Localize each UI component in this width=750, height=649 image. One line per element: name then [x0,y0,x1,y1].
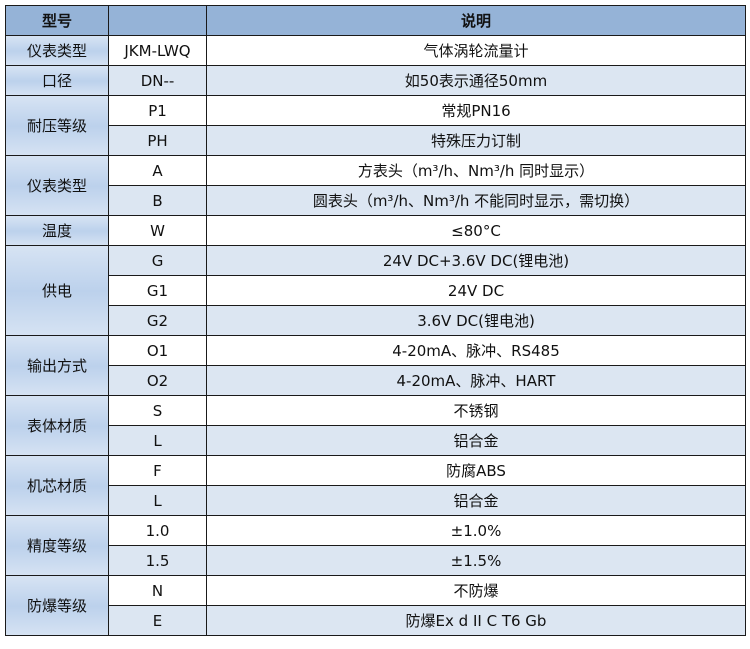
code-cell: PH [108,125,207,156]
table-row: O2 4-20mA、脉冲、HART [6,365,746,396]
table-row: 温度 W ≤80°C [5,215,746,246]
group-label: 防爆等级 [5,575,109,636]
code-cell: W [108,215,207,246]
table-row: 耐压等级 P1 常规PN16 [5,95,746,156]
table-row: 口径 DN-- 如50表示通径50mm [5,65,746,96]
table-row: 仪表类型 A 方表头（m³/h、Nm³/h 同时显示） [5,155,746,216]
description-cell: 4-20mA、脉冲、HART [206,365,746,396]
group-label: 仪表类型 [5,155,109,216]
code-cell: DN-- [108,65,207,96]
code-cell: 1.5 [108,545,207,576]
description-cell: 铝合金 [206,485,746,516]
table-row: L 铝合金 [6,425,746,456]
description-cell: ±1.5% [206,545,746,576]
code-cell: A [108,155,207,186]
description-cell: 4-20mA、脉冲、RS485 [206,335,746,366]
code-cell: P1 [108,95,207,126]
code-cell: JKM-LWQ [108,35,207,66]
description-cell: 3.6V DC(锂电池) [206,305,746,336]
group-label: 仪表类型 [5,35,109,66]
description-cell: 不锈钢 [206,395,746,426]
table-row: 机芯材质 F 防腐ABS [5,455,746,516]
group-label: 精度等级 [5,515,109,576]
table-row: 供电 G 24V DC+3.6V DC(锂电池) [5,245,746,336]
code-cell: G2 [108,305,207,336]
model-selection-table: 型号 说明 仪表类型 JKM-LWQ 气体涡轮流量计 口径 DN-- 如50表示通径50m… [5,5,746,636]
group-label: 机芯材质 [5,455,109,516]
description-cell: 防腐ABS [206,455,746,486]
code-cell: O1 [108,335,207,366]
table-row: 精度等级 1.0 ±1.0% [5,515,746,576]
code-cell: O2 [108,365,207,396]
description-cell: ≤80°C [206,215,746,246]
description-cell: 圆表头（m³/h、Nm³/h 不能同时显示，需切换） [206,185,746,216]
code-cell: G1 [108,275,207,306]
header-description: 说明 [206,5,746,36]
description-cell: 特殊压力订制 [206,125,746,156]
table-row: G1 24V DC [6,275,746,306]
code-cell: F [108,455,207,486]
table-row: E 防爆Ex d II C T6 Gb [6,605,746,636]
code-cell: N [108,575,207,606]
description-cell: 常规PN16 [206,95,746,126]
description-cell: 气体涡轮流量计 [206,35,746,66]
table-row: 输出方式 O1 4-20mA、脉冲、RS485 [5,335,746,396]
description-cell: 防爆Ex d II C T6 Gb [206,605,746,636]
table-row: 仪表类型 JKM-LWQ 气体涡轮流量计 [5,35,746,66]
group-label: 供电 [5,245,109,336]
code-cell: L [108,485,207,516]
code-cell: B [108,185,207,216]
header-code [108,5,207,36]
code-cell: L [108,425,207,456]
table-row: B 圆表头（m³/h、Nm³/h 不能同时显示，需切换） [6,185,746,216]
description-cell: 24V DC+3.6V DC(锂电池) [206,245,746,276]
group-label: 温度 [5,215,109,246]
description-cell: 方表头（m³/h、Nm³/h 同时显示） [206,155,746,186]
group-label: 表体材质 [5,395,109,456]
code-cell: S [108,395,207,426]
table-row: PH 特殊压力订制 [6,125,746,156]
description-cell: ±1.0% [206,515,746,546]
table-row: 防爆等级 N 不防爆 [5,575,746,636]
group-label: 耐压等级 [5,95,109,156]
description-cell: 如50表示通径50mm [206,65,746,96]
table-row: L 铝合金 [6,485,746,516]
code-cell: G [108,245,207,276]
table-row: 1.5 ±1.5% [6,545,746,576]
description-cell: 24V DC [206,275,746,306]
header-model: 型号 [5,5,109,36]
code-cell: 1.0 [108,515,207,546]
description-cell: 不防爆 [206,575,746,606]
table-row: 表体材质 S 不锈钢 [5,395,746,456]
description-cell: 铝合金 [206,425,746,456]
code-cell: E [108,605,207,636]
header-row: 型号 说明 [5,5,746,36]
group-label: 口径 [5,65,109,96]
table-row: G2 3.6V DC(锂电池) [6,305,746,336]
group-label: 输出方式 [5,335,109,396]
